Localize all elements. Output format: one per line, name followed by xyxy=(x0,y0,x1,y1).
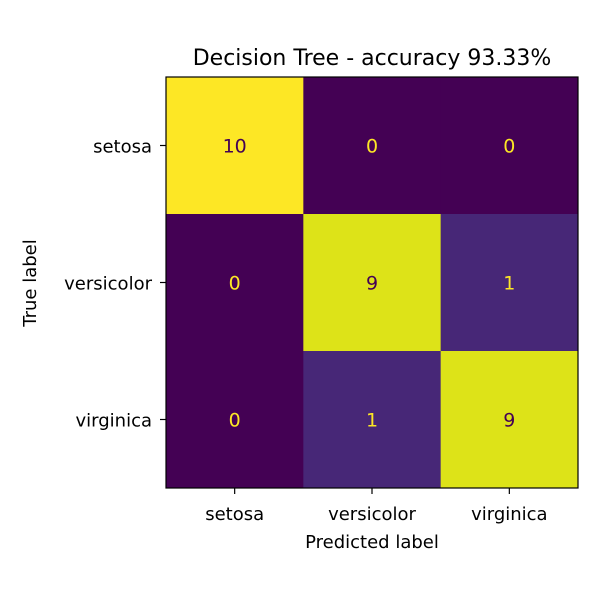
cell-value-label: 0 xyxy=(229,273,241,295)
y-tick-label: versicolor xyxy=(64,274,152,295)
cell-value-label: 9 xyxy=(366,273,378,295)
cell-value-label: 0 xyxy=(366,136,378,158)
heatmap-cell xyxy=(440,214,579,352)
heatmap-cell xyxy=(440,77,579,215)
heatmap-cells xyxy=(166,77,579,489)
heatmap-cell-labels: 10 0 00 9 10 1 9 xyxy=(223,136,516,432)
x-axis-ticks: setosa versicolor virginica xyxy=(205,488,548,525)
x-axis-label: Predicted label xyxy=(305,532,439,553)
heatmap-cell xyxy=(303,214,442,352)
cell-value-label: 0 xyxy=(229,410,241,432)
heatmap-cell xyxy=(166,351,304,489)
cell-value-label: 9 xyxy=(503,410,515,432)
heatmap-cell xyxy=(166,214,304,352)
cell-value-label: 0 xyxy=(503,136,515,158)
y-axis-ticks: setosa versicolor virginica xyxy=(64,137,166,432)
x-tick-label: versicolor xyxy=(328,504,416,525)
heatmap-cell xyxy=(166,77,304,215)
cell-value-label: 1 xyxy=(503,273,515,295)
x-tick-label: virginica xyxy=(471,504,548,525)
x-tick-label: setosa xyxy=(205,504,264,525)
chart-title: Decision Tree - accuracy 93.33% xyxy=(193,46,552,71)
y-tick-label: setosa xyxy=(93,137,152,158)
heatmap-cell xyxy=(440,351,579,489)
heatmap-cell xyxy=(303,77,442,215)
y-tick-label: virginica xyxy=(76,411,153,432)
cell-value-label: 10 xyxy=(223,136,247,158)
y-axis-label: True label xyxy=(20,239,41,328)
cell-value-label: 1 xyxy=(366,410,378,432)
heatmap-cell xyxy=(303,351,442,489)
